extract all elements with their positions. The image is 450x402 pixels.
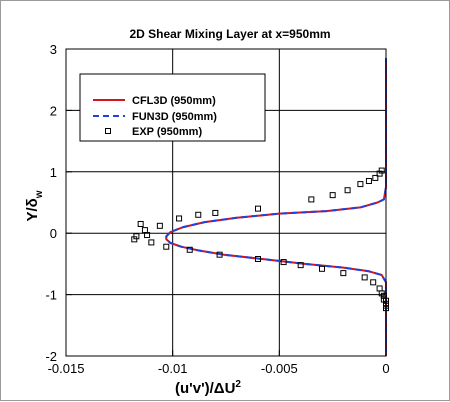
data-point-exp bbox=[308, 196, 315, 203]
data-point-exp bbox=[365, 178, 372, 185]
data-point-exp bbox=[370, 279, 377, 286]
data-point-exp bbox=[176, 215, 183, 222]
data-point-exp bbox=[195, 211, 202, 218]
data-point-exp bbox=[361, 274, 368, 281]
data-point-exp bbox=[131, 236, 138, 243]
data-point-exp bbox=[340, 270, 347, 277]
data-point-exp bbox=[186, 246, 193, 253]
data-point-exp bbox=[376, 170, 383, 177]
legend-swatch-exp bbox=[105, 128, 111, 134]
y-tick-label: 0 bbox=[50, 226, 57, 241]
data-point-exp bbox=[216, 251, 223, 258]
data-point-exp bbox=[376, 285, 383, 292]
x-axis-label: (u'v')/ΔU2 bbox=[175, 379, 241, 397]
y-axis-label: Y/δw bbox=[24, 190, 45, 221]
chart-title: 2D Shear Mixing Layer at x=950mm bbox=[129, 27, 330, 41]
data-point-exp bbox=[255, 255, 261, 262]
data-point-exp bbox=[255, 205, 261, 212]
data-point-exp bbox=[156, 222, 163, 229]
data-point-exp bbox=[319, 265, 325, 272]
x-tick-label: -0.01 bbox=[158, 361, 188, 376]
data-point-exp bbox=[344, 187, 351, 194]
legend-label-exp: EXP (950mm) bbox=[132, 126, 202, 138]
y-tick-label: 3 bbox=[50, 42, 57, 57]
plot-area bbox=[65, 48, 387, 357]
y-tick-label: 1 bbox=[50, 165, 57, 180]
data-point-exp bbox=[329, 192, 336, 199]
legend-label-fun3d: FUN3D (950mm) bbox=[132, 111, 217, 123]
series-line-fun3d bbox=[165, 58, 387, 356]
y-tick-label: 2 bbox=[50, 103, 57, 118]
y-tick-label: -2 bbox=[45, 349, 57, 364]
x-axis-label-main: (u'v')/ΔU bbox=[175, 380, 235, 397]
x-axis-ticks: -0.015 -0.01 -0.005 0 bbox=[48, 350, 390, 376]
y-tick-label: -1 bbox=[45, 288, 57, 303]
x-axis-label-superscript: 2 bbox=[235, 379, 241, 390]
data-point-exp bbox=[141, 227, 148, 234]
data-point-exp bbox=[372, 174, 379, 181]
data-point-exp bbox=[212, 209, 219, 216]
y-axis-label-subscript: w bbox=[34, 190, 45, 199]
series-layer bbox=[131, 58, 389, 356]
data-point-exp bbox=[357, 181, 364, 188]
data-point-exp bbox=[280, 259, 287, 266]
y-axis-ticks: -2 -1 0 1 2 3 bbox=[45, 42, 72, 364]
legend-label-cfl3d: CFL3D (950mm) bbox=[132, 95, 216, 107]
x-tick-label: -0.015 bbox=[48, 361, 85, 376]
data-point-exp bbox=[137, 220, 144, 227]
y-axis-label-main: Y/δ bbox=[24, 198, 41, 221]
data-point-exp bbox=[163, 243, 170, 250]
data-point-exp bbox=[148, 239, 155, 246]
data-point-exp bbox=[144, 232, 151, 239]
x-tick-label: -0.005 bbox=[261, 361, 298, 376]
x-tick-label: 0 bbox=[382, 361, 389, 376]
data-point-exp bbox=[297, 262, 304, 269]
legend: CFL3D (950mm) FUN3D (950mm) EXP (950mm) bbox=[79, 73, 266, 142]
